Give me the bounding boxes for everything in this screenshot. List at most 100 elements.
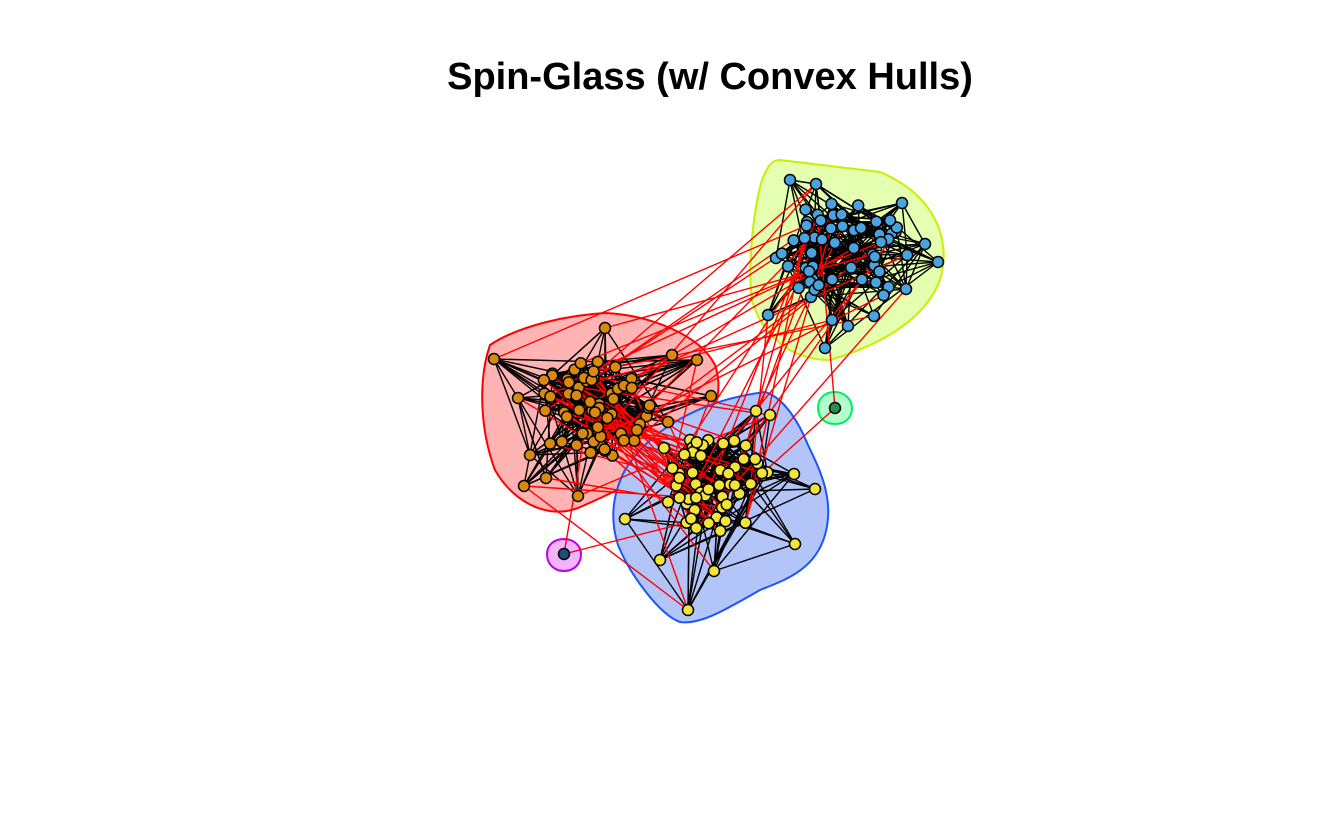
community-blue-nodes xyxy=(792,281,805,295)
community-yellow-nodes xyxy=(748,452,762,466)
community-blue-nodes xyxy=(868,250,882,264)
community-orange-nodes xyxy=(665,348,679,362)
community-orange-nodes xyxy=(584,446,597,459)
edge-between xyxy=(563,521,687,555)
edge-within xyxy=(850,220,890,269)
edge-between xyxy=(620,214,834,435)
community-blue-nodes xyxy=(854,221,868,235)
edge-between xyxy=(600,435,691,441)
community-blue-nodes xyxy=(812,278,826,292)
community-orange-nodes xyxy=(591,420,605,434)
community-blue-nodes xyxy=(825,197,838,211)
community-yellow-nodes xyxy=(673,471,686,485)
edge-within xyxy=(874,256,907,290)
community-yellow-nodes xyxy=(763,408,777,422)
edge-within xyxy=(811,252,884,296)
community-yellow-nodes xyxy=(719,514,732,528)
community-orange-nodes xyxy=(617,434,631,447)
community-yellow-nodes xyxy=(666,461,679,475)
community-yellow-nodes xyxy=(788,537,802,551)
edge-between xyxy=(523,485,689,611)
community-blue-nodes xyxy=(809,177,823,191)
community-blue-nodes xyxy=(761,308,775,322)
edge-within xyxy=(551,327,606,377)
edge-within xyxy=(687,517,718,611)
edge-between xyxy=(755,225,844,412)
community-orange-nodes xyxy=(539,471,553,485)
community-blue-nodes xyxy=(847,241,861,255)
community-blue-nodes xyxy=(814,214,827,227)
edge-within xyxy=(901,202,926,245)
edge-within xyxy=(775,179,791,259)
community-blue-nodes xyxy=(818,341,832,355)
edge-between xyxy=(523,485,697,499)
community-yellow-nodes xyxy=(694,449,708,463)
edge-between xyxy=(493,224,807,360)
community-blue-nodes xyxy=(844,261,858,274)
edge-within xyxy=(824,243,926,349)
edge-within xyxy=(815,183,882,243)
community-blue-nodes xyxy=(900,248,914,262)
edge-within xyxy=(818,247,855,286)
community-yellow-nodes xyxy=(702,482,715,496)
community-orange-nodes xyxy=(555,435,569,448)
community-yellow-nodes xyxy=(653,553,667,567)
edge-within xyxy=(888,261,939,288)
edge-between xyxy=(591,220,822,381)
community-blue-nodes xyxy=(835,208,848,221)
community-yellow-nodes xyxy=(739,439,753,452)
community-yellow-nodes xyxy=(684,512,698,526)
edge-within xyxy=(806,221,874,256)
community-blue-nodes xyxy=(800,219,813,232)
community-orange-nodes xyxy=(562,376,576,389)
community-orange-nodes xyxy=(588,406,602,419)
community-blue-nodes xyxy=(836,219,849,233)
community-orange-nodes xyxy=(598,321,612,335)
community-yellow-nodes xyxy=(744,477,757,491)
community-orange-nodes xyxy=(538,404,552,417)
edge-between xyxy=(816,214,836,409)
community-orange-nodes xyxy=(625,381,639,395)
community-orange-nodes xyxy=(598,442,611,456)
edge-between xyxy=(633,241,882,442)
community-orange-nodes xyxy=(630,423,644,437)
community-yellow-nodes xyxy=(737,452,750,466)
community-orange-nodes xyxy=(537,373,551,387)
community-orange-nodes xyxy=(511,391,525,405)
community-yellow-nodes xyxy=(808,482,822,496)
community-orange-nodes xyxy=(574,356,588,370)
community-blue-nodes xyxy=(851,199,865,212)
community-yellow-nodes xyxy=(689,491,703,504)
community-yellow-nodes xyxy=(657,441,671,455)
edge-between xyxy=(568,270,810,384)
edge-within xyxy=(824,261,939,349)
community-orange-nodes xyxy=(572,403,586,417)
network-nodes xyxy=(487,173,945,617)
community-blue-nodes xyxy=(874,235,888,249)
edge-between xyxy=(604,253,874,329)
community-orange-nodes xyxy=(583,395,597,409)
edge-between xyxy=(578,183,817,388)
edge-within xyxy=(493,358,592,381)
community-blue-nodes xyxy=(824,222,838,235)
community-blue-nodes xyxy=(841,319,855,333)
community-orange-nodes xyxy=(704,389,718,403)
community-yellow-nodes xyxy=(673,491,686,504)
community-orange-nodes xyxy=(607,392,620,406)
community-blue-nodes xyxy=(825,313,839,327)
community-blue-nodes xyxy=(877,288,890,302)
community-blue-nodes xyxy=(895,196,909,210)
community-yellow-nodes xyxy=(661,495,675,509)
community-yellow-nodes xyxy=(686,466,699,479)
chart-title: Spin-Glass (w/ Convex Hulls) xyxy=(447,56,973,98)
community-blue-nodes xyxy=(775,247,789,260)
community-single-purple xyxy=(557,547,571,561)
community-yellow-nodes xyxy=(717,437,730,450)
edge-between xyxy=(695,267,807,485)
edge-within xyxy=(809,253,874,283)
edge-between xyxy=(671,252,813,469)
community-yellow-nodes xyxy=(713,478,726,492)
community-blue-nodes xyxy=(802,265,816,278)
community-orange-nodes xyxy=(571,489,585,503)
community-yellow-nodes xyxy=(678,448,691,461)
